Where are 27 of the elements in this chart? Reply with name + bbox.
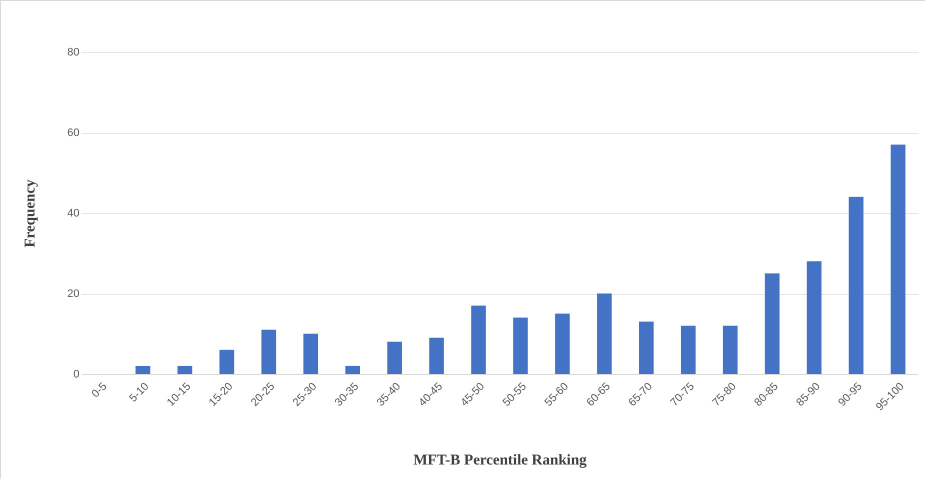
bar — [764, 273, 780, 374]
bar — [471, 306, 486, 374]
bar — [136, 366, 150, 374]
y-tick-label: 20 — [67, 288, 80, 300]
bar — [261, 330, 276, 374]
bar — [806, 261, 822, 374]
bar — [555, 314, 570, 374]
bar — [597, 294, 612, 374]
x-tick-label: 0-5 — [90, 380, 110, 400]
bar — [429, 338, 444, 374]
bar — [848, 196, 864, 374]
bar — [513, 318, 528, 374]
y-tick-label: 60 — [67, 127, 80, 139]
y-axis-title: Frequency — [22, 178, 38, 248]
bar — [680, 326, 696, 374]
bar — [219, 350, 234, 374]
bar — [303, 334, 318, 374]
bar — [345, 366, 360, 374]
y-tick-label: 80 — [67, 46, 80, 58]
x-axis-title: MFT-B Percentile Ranking — [413, 452, 588, 468]
y-tick-label: 40 — [67, 208, 80, 220]
y-tick-label: 0 — [73, 368, 80, 380]
bar — [722, 326, 738, 374]
bar — [177, 366, 192, 374]
bar — [639, 322, 654, 374]
bar — [387, 342, 402, 374]
bar — [890, 144, 906, 374]
